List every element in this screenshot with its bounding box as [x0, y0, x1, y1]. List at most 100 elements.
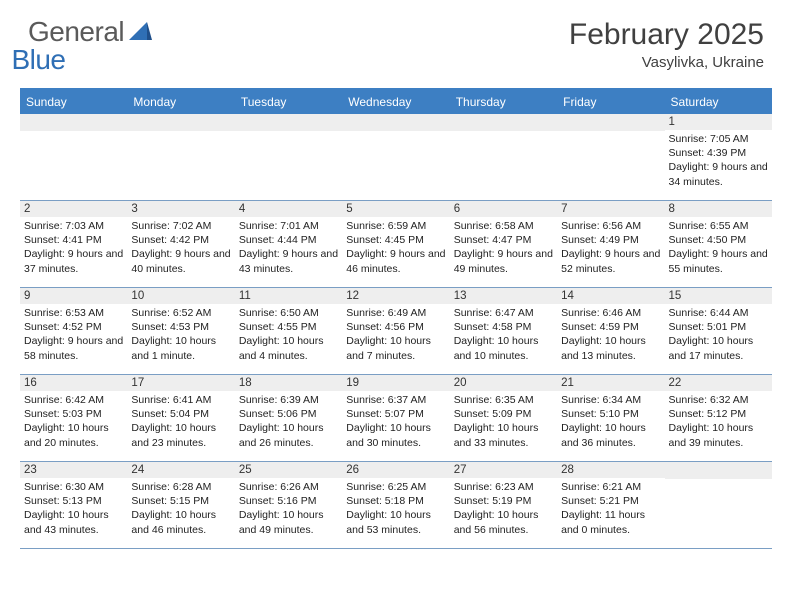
day-cell: 5Sunrise: 6:59 AMSunset: 4:45 PMDaylight… — [342, 201, 449, 287]
sunrise-line: Sunrise: 7:02 AM — [131, 219, 230, 233]
sunrise-line: Sunrise: 6:23 AM — [454, 480, 553, 494]
logo-word-blue: Blue — [11, 44, 65, 75]
sunrise-line: Sunrise: 6:56 AM — [561, 219, 660, 233]
day-details: Sunrise: 6:55 AMSunset: 4:50 PMDaylight:… — [665, 217, 772, 280]
sunset-line: Sunset: 4:52 PM — [24, 320, 123, 334]
daylight-line: Daylight: 10 hours and 13 minutes. — [561, 334, 660, 362]
day-number: 20 — [450, 375, 557, 391]
sunrise-line: Sunrise: 6:37 AM — [346, 393, 445, 407]
day-details: Sunrise: 6:32 AMSunset: 5:12 PMDaylight:… — [665, 391, 772, 454]
sunset-line: Sunset: 4:53 PM — [131, 320, 230, 334]
week-row: 16Sunrise: 6:42 AMSunset: 5:03 PMDayligh… — [20, 375, 772, 462]
day-number: 6 — [450, 201, 557, 217]
daylight-line: Daylight: 10 hours and 20 minutes. — [24, 421, 123, 449]
sunrise-line: Sunrise: 7:01 AM — [239, 219, 338, 233]
day-cell: 8Sunrise: 6:55 AMSunset: 4:50 PMDaylight… — [665, 201, 772, 287]
sunrise-line: Sunrise: 6:34 AM — [561, 393, 660, 407]
day-number: 15 — [665, 288, 772, 304]
daylight-line: Daylight: 10 hours and 10 minutes. — [454, 334, 553, 362]
daylight-line: Daylight: 9 hours and 55 minutes. — [669, 247, 768, 275]
sunset-line: Sunset: 5:03 PM — [24, 407, 123, 421]
day-number: 8 — [665, 201, 772, 217]
day-details: Sunrise: 6:41 AMSunset: 5:04 PMDaylight:… — [127, 391, 234, 454]
weekday-header: Sunday — [20, 90, 127, 114]
day-number: 23 — [20, 462, 127, 478]
day-number — [450, 114, 557, 131]
sunset-line: Sunset: 5:13 PM — [24, 494, 123, 508]
day-details: Sunrise: 6:30 AMSunset: 5:13 PMDaylight:… — [20, 478, 127, 541]
daylight-line: Daylight: 10 hours and 36 minutes. — [561, 421, 660, 449]
sunrise-line: Sunrise: 6:55 AM — [669, 219, 768, 233]
sunset-line: Sunset: 5:15 PM — [131, 494, 230, 508]
daylight-line: Daylight: 9 hours and 37 minutes. — [24, 247, 123, 275]
day-details: Sunrise: 6:56 AMSunset: 4:49 PMDaylight:… — [557, 217, 664, 280]
day-cell: 15Sunrise: 6:44 AMSunset: 5:01 PMDayligh… — [665, 288, 772, 374]
month-title: February 2025 — [569, 18, 764, 52]
day-number — [342, 114, 449, 131]
day-details: Sunrise: 7:03 AMSunset: 4:41 PMDaylight:… — [20, 217, 127, 280]
sunrise-line: Sunrise: 6:21 AM — [561, 480, 660, 494]
sunrise-line: Sunrise: 6:52 AM — [131, 306, 230, 320]
sunset-line: Sunset: 5:16 PM — [239, 494, 338, 508]
day-cell: 21Sunrise: 6:34 AMSunset: 5:10 PMDayligh… — [557, 375, 664, 461]
day-number: 27 — [450, 462, 557, 478]
weekday-header-row: SundayMondayTuesdayWednesdayThursdayFrid… — [20, 90, 772, 114]
week-row: 9Sunrise: 6:53 AMSunset: 4:52 PMDaylight… — [20, 288, 772, 375]
weekday-header: Saturday — [665, 90, 772, 114]
sunset-line: Sunset: 4:49 PM — [561, 233, 660, 247]
calendar: SundayMondayTuesdayWednesdayThursdayFrid… — [20, 88, 772, 549]
sunrise-line: Sunrise: 6:59 AM — [346, 219, 445, 233]
daylight-line: Daylight: 9 hours and 46 minutes. — [346, 247, 445, 275]
day-cell: 24Sunrise: 6:28 AMSunset: 5:15 PMDayligh… — [127, 462, 234, 548]
logo: General GenBlue — [28, 18, 153, 74]
day-cell: 19Sunrise: 6:37 AMSunset: 5:07 PMDayligh… — [342, 375, 449, 461]
weeks-container: 1Sunrise: 7:05 AMSunset: 4:39 PMDaylight… — [20, 114, 772, 549]
day-details: Sunrise: 6:28 AMSunset: 5:15 PMDaylight:… — [127, 478, 234, 541]
day-details: Sunrise: 6:47 AMSunset: 4:58 PMDaylight:… — [450, 304, 557, 367]
daylight-line: Daylight: 10 hours and 56 minutes. — [454, 508, 553, 536]
day-number: 3 — [127, 201, 234, 217]
day-cell: 17Sunrise: 6:41 AMSunset: 5:04 PMDayligh… — [127, 375, 234, 461]
location-label: Vasylivka, Ukraine — [569, 54, 764, 71]
weekday-header: Thursday — [450, 90, 557, 114]
day-cell — [557, 114, 664, 200]
sunset-line: Sunset: 4:50 PM — [669, 233, 768, 247]
sunrise-line: Sunrise: 6:28 AM — [131, 480, 230, 494]
daylight-line: Daylight: 11 hours and 0 minutes. — [561, 508, 660, 536]
day-cell: 16Sunrise: 6:42 AMSunset: 5:03 PMDayligh… — [20, 375, 127, 461]
day-cell: 13Sunrise: 6:47 AMSunset: 4:58 PMDayligh… — [450, 288, 557, 374]
sunset-line: Sunset: 4:45 PM — [346, 233, 445, 247]
sunrise-line: Sunrise: 6:46 AM — [561, 306, 660, 320]
sunset-line: Sunset: 4:56 PM — [346, 320, 445, 334]
sunset-line: Sunset: 5:18 PM — [346, 494, 445, 508]
day-details: Sunrise: 7:01 AMSunset: 4:44 PMDaylight:… — [235, 217, 342, 280]
day-cell: 26Sunrise: 6:25 AMSunset: 5:18 PMDayligh… — [342, 462, 449, 548]
sunrise-line: Sunrise: 7:05 AM — [669, 132, 768, 146]
daylight-line: Daylight: 9 hours and 49 minutes. — [454, 247, 553, 275]
title-block: February 2025 Vasylivka, Ukraine — [569, 18, 764, 71]
daylight-line: Daylight: 10 hours and 33 minutes. — [454, 421, 553, 449]
day-cell — [127, 114, 234, 200]
day-cell — [235, 114, 342, 200]
day-details: Sunrise: 6:46 AMSunset: 4:59 PMDaylight:… — [557, 304, 664, 367]
day-number: 12 — [342, 288, 449, 304]
day-details: Sunrise: 6:42 AMSunset: 5:03 PMDaylight:… — [20, 391, 127, 454]
daylight-line: Daylight: 10 hours and 49 minutes. — [239, 508, 338, 536]
sunrise-line: Sunrise: 6:47 AM — [454, 306, 553, 320]
logo-text-block: General GenBlue — [28, 18, 124, 74]
day-number: 26 — [342, 462, 449, 478]
sunrise-line: Sunrise: 6:50 AM — [239, 306, 338, 320]
day-number: 1 — [665, 114, 772, 130]
sunset-line: Sunset: 4:41 PM — [24, 233, 123, 247]
day-cell — [450, 114, 557, 200]
sunrise-line: Sunrise: 6:41 AM — [131, 393, 230, 407]
day-number: 18 — [235, 375, 342, 391]
day-details: Sunrise: 6:34 AMSunset: 5:10 PMDaylight:… — [557, 391, 664, 454]
day-cell: 20Sunrise: 6:35 AMSunset: 5:09 PMDayligh… — [450, 375, 557, 461]
sunset-line: Sunset: 5:10 PM — [561, 407, 660, 421]
day-cell: 11Sunrise: 6:50 AMSunset: 4:55 PMDayligh… — [235, 288, 342, 374]
day-cell: 6Sunrise: 6:58 AMSunset: 4:47 PMDaylight… — [450, 201, 557, 287]
sail-icon — [127, 20, 153, 49]
day-cell: 9Sunrise: 6:53 AMSunset: 4:52 PMDaylight… — [20, 288, 127, 374]
sunset-line: Sunset: 4:55 PM — [239, 320, 338, 334]
